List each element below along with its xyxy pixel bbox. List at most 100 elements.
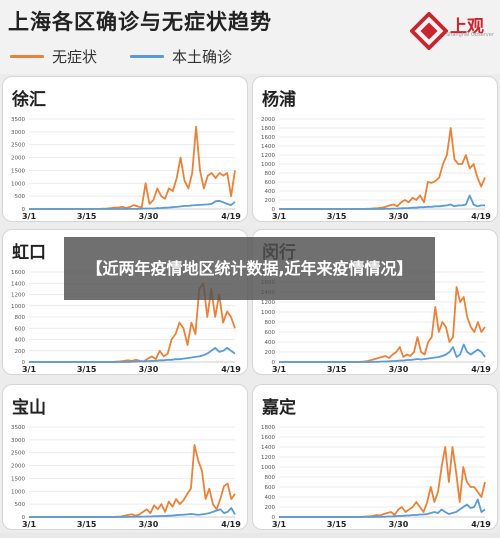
y-tick-label: 200	[265, 198, 276, 204]
y-tick-label: 600	[265, 485, 276, 491]
legend-label: 无症状	[52, 48, 98, 66]
chart-panel-yangpu: 0 200 400 600 800 1000 1200 1400 1600 1800 2000 3/1…	[252, 76, 498, 222]
y-tick-label: 1200	[261, 300, 275, 306]
y-tick-label: 2000	[11, 464, 25, 470]
chart-title: 嘉定	[262, 398, 296, 418]
y-tick-label: 3500	[11, 117, 25, 123]
legend-label: 本土确诊	[172, 48, 233, 66]
y-tick-label: 0	[272, 360, 276, 366]
y-tick-label: 0	[22, 515, 26, 521]
y-tick-label: 3000	[11, 438, 25, 444]
y-tick-label: 1800	[261, 126, 275, 132]
logo-subtitle: Shanghai Observer	[446, 32, 494, 38]
x-tick-label: 3/15	[77, 365, 97, 374]
y-tick-label: 800	[265, 475, 276, 481]
x-tick-label: 4/19	[221, 212, 241, 221]
x-tick-label: 3/1	[22, 520, 36, 529]
chart-title: 宝山	[12, 398, 46, 418]
y-tick-label: 1500	[11, 168, 25, 174]
chart-panel-baoshan: 0 500 1000 1500 2000 2500 3000 3500 3/1 3/15 3/30 4…	[2, 384, 248, 530]
header: 上海各区确诊与无症状趋势 无症状 本土确诊 上观 Shanghai Observ…	[0, 0, 500, 74]
y-tick-label: 800	[265, 320, 276, 326]
y-tick-label: 1400	[261, 445, 275, 451]
x-tick-label: 3/15	[77, 212, 97, 221]
y-tick-label: 0	[22, 360, 26, 366]
logo-text: 上观	[450, 17, 484, 37]
chart-svg: 0 500 1000 1500 2000 2500 3000 3500 3/1 3/15 3/30 4…	[11, 425, 241, 529]
y-tick-label: 400	[265, 495, 276, 501]
y-tick-label: 2000	[261, 117, 275, 123]
y-tick-label: 1600	[261, 435, 275, 441]
x-tick-label: 3/30	[389, 520, 409, 529]
y-tick-label: 600	[265, 330, 276, 336]
chart-svg: 0 200 400 600 800 1000 1200 1400 1600 1800 3/1 3/15…	[261, 425, 491, 529]
x-tick-label: 3/30	[389, 212, 409, 221]
y-tick-label: 500	[15, 194, 26, 200]
y-tick-label: 1200	[11, 293, 25, 299]
x-tick-label: 3/30	[389, 365, 409, 374]
series-line-asymptomatic	[279, 446, 486, 518]
y-tick-label: 1000	[11, 304, 25, 310]
series-line-asymptomatic	[29, 125, 236, 210]
x-tick-label: 3/15	[327, 365, 347, 374]
article-title-overlay[interactable]: 【近两年疫情地区统计数据,近年来疫情情况】	[64, 237, 435, 300]
series-line-asymptomatic	[279, 127, 486, 210]
y-tick-label: 3000	[11, 130, 25, 136]
x-tick-label: 3/1	[22, 212, 36, 221]
y-tick-label: 0	[272, 207, 276, 213]
x-tick-label: 3/30	[139, 365, 159, 374]
y-tick-label: 1000	[261, 310, 275, 316]
y-tick-label: 800	[265, 171, 276, 177]
y-tick-label: 3500	[11, 425, 25, 431]
x-tick-label: 3/15	[327, 520, 347, 529]
chart-title: 杨浦	[262, 90, 296, 110]
y-tick-label: 2000	[11, 156, 25, 162]
y-tick-label: 1200	[261, 455, 275, 461]
series-line-confirmed	[279, 343, 486, 363]
y-tick-label: 1500	[11, 476, 25, 482]
y-tick-label: 1600	[11, 270, 25, 276]
legend-item-asymptomatic: 无症状	[10, 46, 97, 67]
y-tick-label: 600	[15, 326, 26, 332]
y-tick-label: 800	[15, 315, 26, 321]
y-tick-label: 200	[265, 350, 276, 356]
page-title: 上海各区确诊与无症状趋势	[8, 10, 272, 34]
chart-svg: 0 200 400 600 800 1000 1200 1400 1600 1800 2000 3/1…	[261, 117, 491, 221]
x-tick-label: 3/15	[327, 212, 347, 221]
x-tick-label: 3/30	[139, 212, 159, 221]
y-tick-label: 0	[272, 515, 276, 521]
x-tick-label: 4/19	[221, 365, 241, 374]
chart-panel-jiading: 0 200 400 600 800 1000 1200 1400 1600 1800 3/1 3/15…	[252, 384, 498, 530]
legend-line-blue	[130, 55, 164, 58]
series-line-confirmed	[29, 507, 236, 518]
y-tick-label: 1200	[261, 153, 275, 159]
y-tick-label: 1000	[261, 162, 275, 168]
y-tick-label: 600	[265, 180, 276, 186]
y-tick-label: 2500	[11, 143, 25, 149]
chart-title: 徐汇	[12, 90, 46, 110]
y-tick-label: 400	[265, 340, 276, 346]
series-line-asymptomatic	[29, 444, 236, 518]
y-tick-label: 200	[265, 505, 276, 511]
y-tick-label: 0	[22, 207, 26, 213]
y-tick-label: 1800	[261, 425, 275, 431]
y-tick-label: 1400	[261, 144, 275, 150]
x-tick-label: 3/1	[272, 365, 286, 374]
y-tick-label: 200	[15, 349, 26, 355]
x-tick-label: 3/1	[272, 520, 286, 529]
x-tick-label: 4/19	[471, 365, 491, 374]
x-tick-label: 4/19	[471, 520, 491, 529]
chart-panel-xuhui: 0 500 1000 1500 2000 2500 3000 3500 3/1 3/15 3/30 4…	[2, 76, 248, 222]
y-tick-label: 400	[265, 189, 276, 195]
x-tick-label: 3/1	[272, 212, 286, 221]
overlay-text: 【近两年疫情地区统计数据,近年来疫情情况】	[86, 258, 413, 278]
x-tick-label: 3/30	[139, 520, 159, 529]
y-tick-label: 1000	[261, 465, 275, 471]
series-line-confirmed	[29, 347, 236, 363]
series-line-confirmed	[29, 199, 236, 210]
x-tick-label: 4/19	[221, 520, 241, 529]
y-tick-label: 400	[15, 338, 26, 344]
x-tick-label: 3/1	[22, 365, 36, 374]
bottom-strip	[0, 533, 500, 538]
y-tick-label: 1600	[261, 135, 275, 141]
